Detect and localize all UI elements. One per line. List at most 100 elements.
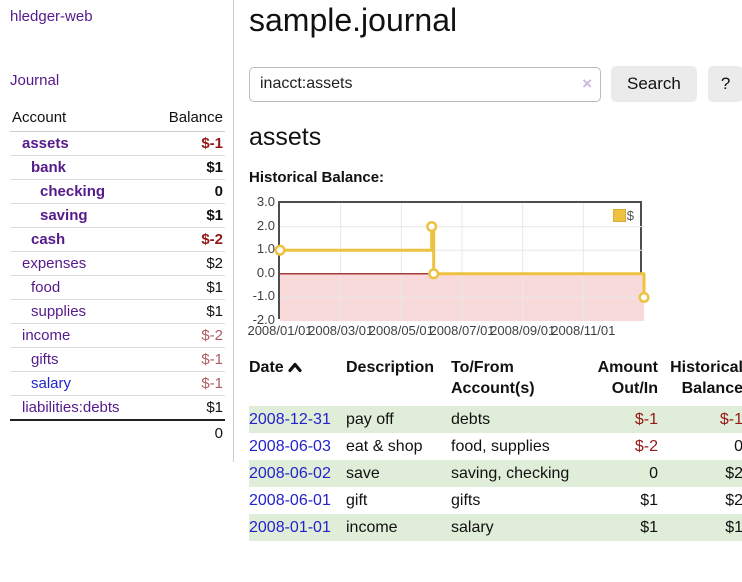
account-balance: 0: [151, 179, 225, 204]
help-button[interactable]: ?: [707, 66, 742, 102]
y-axis-tick-label: -2.0: [252, 312, 275, 327]
y-axis-tick-label: 3.0: [256, 194, 275, 209]
search-input[interactable]: [249, 66, 601, 102]
transaction-accounts: gifts: [451, 492, 481, 509]
account-balance: $-2: [151, 323, 225, 348]
account-link-bank[interactable]: bank: [31, 159, 67, 176]
sidebar: hledger-web Journal Account Balance asse…: [0, 0, 234, 462]
account-balance: $-1: [151, 131, 225, 156]
account-balance: $-1: [151, 371, 225, 396]
register-header-description: Description: [346, 359, 435, 376]
account-row: cash $-2: [10, 227, 225, 252]
transaction-accounts: salary: [451, 519, 494, 536]
accounts-header-account: Account: [10, 105, 152, 132]
y-axis-tick-label: -1.0: [252, 288, 275, 304]
account-row: income $-2: [10, 323, 225, 348]
app-window: hledger-web Journal Account Balance asse…: [0, 0, 742, 565]
y-axis-tick-label: 1.0: [256, 241, 275, 257]
register-header-balance: Historical Balance: [670, 359, 742, 397]
legend-swatch-icon: [612, 209, 626, 222]
transaction-amount: $-2: [634, 438, 658, 455]
page-title: sample.journal: [249, 2, 458, 38]
transaction-date-link[interactable]: 2008-12-31: [249, 411, 331, 428]
clear-search-icon[interactable]: ×: [582, 73, 592, 93]
account-row: checking 0: [10, 179, 225, 204]
transaction-date-link[interactable]: 2008-06-01: [249, 492, 331, 509]
account-row: gifts $-1: [10, 347, 225, 372]
search-bar: × Search ?: [249, 66, 742, 102]
account-balance: $1: [151, 275, 225, 300]
account-title: assets: [249, 123, 322, 151]
transaction-description: gift: [346, 492, 368, 509]
x-axis-tick-label: 2008/07/01: [429, 323, 495, 338]
y-axis-tick-label: 0.0: [256, 264, 275, 280]
main-content: sample.journal × Search ? assets Histori…: [234, 0, 742, 565]
transaction-accounts: saving, checking: [451, 465, 570, 482]
transaction-date-link[interactable]: 2008-06-02: [249, 465, 331, 482]
account-balance: $-1: [151, 347, 225, 372]
account-row: food $1: [10, 275, 225, 300]
transaction-amount: $-1: [634, 411, 658, 428]
x-axis-tick-label: 2008/11/01: [551, 323, 616, 338]
account-link-supplies[interactable]: supplies: [31, 303, 87, 320]
x-axis-tick-label: 2008/05/01: [368, 323, 434, 338]
y-axis-tick-label: 2.0: [256, 217, 275, 233]
accounts-total-value: 0: [151, 419, 225, 446]
transaction-date-link[interactable]: 2008-06-03: [249, 438, 331, 455]
transaction-amount: $1: [640, 519, 658, 536]
account-row: liabilities:debts $1: [10, 395, 225, 421]
historical-balance-chart: $ 3.0 2.0 1.0 0.0 -1.0 -2.0 2008/01/01 2008/03/…: [247, 195, 650, 341]
search-input-wrap: ×: [249, 66, 601, 102]
account-balance: $1: [151, 299, 225, 324]
account-link-gifts[interactable]: gifts: [31, 351, 59, 368]
transaction-amount: 0: [649, 465, 658, 482]
account-balance: $1: [151, 203, 225, 228]
sidebar-item-journal[interactable]: Journal: [10, 72, 60, 89]
register-row: 2008-01-01 income salary $1 $1: [249, 514, 742, 541]
x-axis-tick-label: 2008/09/01: [490, 323, 556, 338]
app-title-link[interactable]: hledger-web: [10, 8, 93, 25]
account-balance: $1: [151, 155, 225, 180]
register-header-date[interactable]: Date: [249, 355, 346, 406]
account-row: expenses $2: [10, 251, 225, 276]
register-header-accounts: To/From Account(s): [451, 359, 535, 397]
transaction-date-link[interactable]: 2008-01-01: [249, 519, 331, 536]
transaction-balance: $1: [725, 519, 742, 536]
transaction-balance: $2: [725, 465, 742, 482]
account-balance: $1: [151, 395, 225, 421]
account-link-liabilities-debts[interactable]: liabilities:debts: [22, 399, 120, 416]
transaction-accounts: debts: [451, 411, 491, 428]
transaction-balance: $-1: [719, 411, 742, 428]
chart-label: Historical Balance:: [249, 169, 385, 186]
register-header-amount: Amount Out/In: [597, 359, 658, 397]
sort-ascending-icon: [288, 358, 302, 379]
account-link-salary[interactable]: salary: [31, 375, 72, 392]
transaction-amount: $1: [640, 492, 658, 509]
account-link-income[interactable]: income: [22, 327, 71, 344]
account-row: assets $-1: [10, 131, 225, 156]
account-link-food[interactable]: food: [31, 279, 61, 296]
chart-legend: $: [610, 207, 636, 224]
legend-label: $: [626, 208, 634, 223]
account-row: salary $-1: [10, 371, 225, 396]
account-row: supplies $1: [10, 299, 225, 324]
accounts-table: Account Balance assets $-1 bank $1 checking 0…: [10, 105, 225, 446]
account-link-saving[interactable]: saving: [40, 207, 88, 224]
account-link-expenses[interactable]: expenses: [22, 255, 87, 272]
sidebar-nav: Journal: [10, 72, 225, 90]
search-button[interactable]: Search: [611, 66, 697, 102]
accounts-header-balance: Balance: [151, 105, 225, 132]
account-link-checking[interactable]: checking: [40, 183, 106, 200]
register-row: 2008-06-02 save saving, checking 0 $2: [249, 460, 742, 487]
x-axis-tick-label: 2008/03/01: [308, 323, 374, 338]
account-row: bank $1: [10, 155, 225, 180]
account-link-cash[interactable]: cash: [31, 231, 66, 248]
transaction-balance: 0: [734, 438, 742, 455]
account-balance: $-2: [151, 227, 225, 252]
register-row: 2008-06-03 eat & shop food, supplies $-2 0: [249, 433, 742, 460]
chart-canvas: [274, 203, 650, 321]
account-link-assets[interactable]: assets: [22, 135, 69, 152]
register-table: Date Description To/From Account(s) Amou…: [249, 355, 742, 541]
account-balance: $2: [151, 251, 225, 276]
transaction-balance: $2: [725, 492, 742, 509]
